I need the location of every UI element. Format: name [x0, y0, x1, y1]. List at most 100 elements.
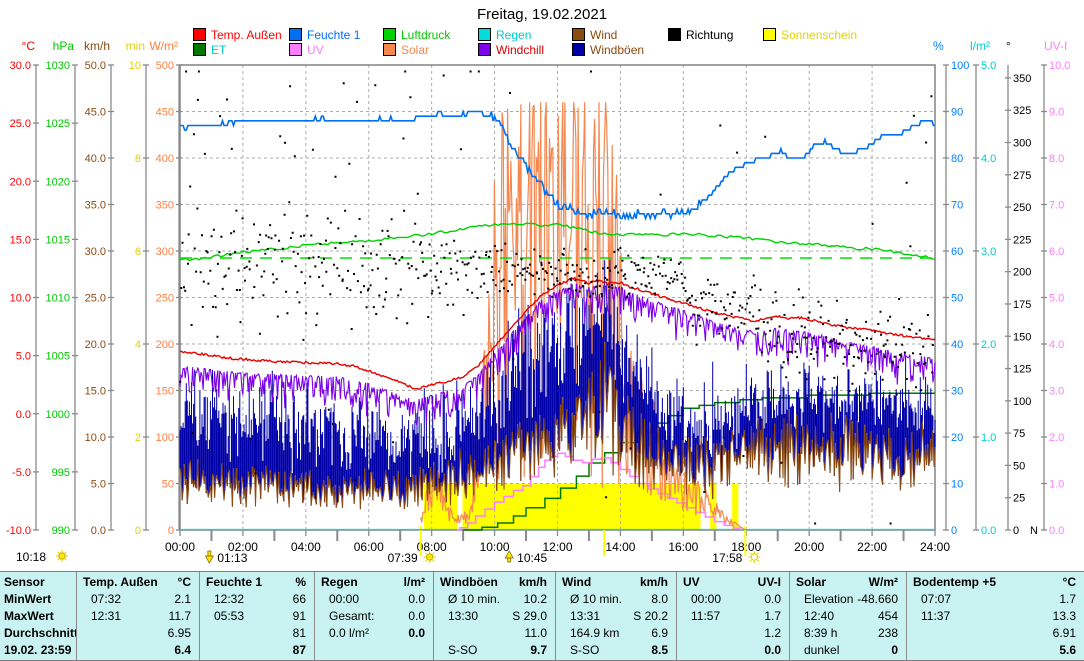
cell-time-label: S-SO — [448, 643, 478, 657]
cell-time-label: 12:31 — [91, 609, 122, 623]
axis-pct-tick-label: 50 — [951, 293, 963, 305]
cell-time-label: 00:00 — [691, 592, 722, 606]
weather-chart: 30.025.020.015.010.05.00.0-5.0-10.0°C103… — [6, 39, 1071, 565]
axis-press-tick-label: 1015 — [46, 234, 70, 246]
axis-temp-tick-label: 5.0 — [16, 351, 31, 363]
axis-kmh-tick-label: 40.0 — [85, 153, 106, 165]
axis-temp-tick-label: 30.0 — [10, 60, 31, 72]
table-cell-row: 5.6 — [907, 642, 1084, 659]
cell-value: 81 — [292, 626, 306, 640]
cell-time-label: 13:30 — [448, 609, 479, 623]
axis-kmh-unit-label: km/h — [84, 39, 110, 53]
axis-wm2-tick-label: 150 — [156, 386, 174, 398]
legend-label: Feuchte 1 — [307, 27, 361, 42]
axis-press-tick-label: 1020 — [46, 176, 70, 188]
cell-value: 8.0 — [651, 592, 668, 606]
table-cell-row: 11:57 1.7 — [677, 608, 789, 625]
cell-value: 0.0 — [408, 626, 425, 640]
axis-min-tick-label: 8 — [135, 153, 141, 165]
axis-wm2-tick-label: 100 — [156, 432, 174, 444]
axis-deg-tick-label: 0 — [1013, 525, 1019, 537]
cell-value: 0 — [891, 643, 898, 657]
axis-pct-tick-label: 0 — [951, 525, 957, 537]
axis-uvi-tick-label: 8.0 — [1049, 153, 1064, 165]
axis-press: 1030 1025 1020 1015 1010 1005 1000 995 990 hPa — [46, 39, 78, 537]
cell-time-label: 8:39 h — [804, 626, 838, 640]
sensor-name: Solar — [796, 575, 827, 589]
axis-wm2-tick-label: 250 — [156, 293, 174, 305]
axis-min: 10 8 6 4 2 0 min — [126, 39, 149, 537]
legend-item-9: Solar — [383, 43, 429, 57]
cell-value: 13.3 — [1052, 609, 1076, 623]
table-cell-row: 07:32 2.1 — [77, 591, 199, 608]
sensor-name: Bodentemp +5 — [913, 575, 997, 589]
table-cell-row: 6.4 — [77, 642, 199, 659]
axis-deg-tick-label: 175 — [1013, 299, 1031, 311]
x-axis-label: 24:00 — [920, 540, 950, 554]
legend-color-swatch — [763, 28, 776, 41]
cell-value: 66 — [292, 592, 306, 606]
cell-value: S 20.2 — [633, 609, 668, 623]
table-row-labels-column: Sensor MinWert MaxWert Durchschnitt 19.02. 2… — [0, 572, 77, 660]
cell-value: 6.4 — [174, 643, 191, 657]
axis-wm2-tick-label: 450 — [156, 107, 174, 119]
table-cell-row: 0.0 — [677, 642, 789, 659]
legend-item-10: Windchill — [478, 42, 545, 57]
cell-value: 91 — [292, 609, 306, 623]
cell-value: 87 — [292, 643, 306, 657]
cell-value: 0.0 — [408, 609, 425, 623]
legend-item-8: UV — [289, 43, 324, 57]
axis-kmh-tick-label: 5.0 — [91, 479, 106, 491]
axis-wm2-tick-label: 50 — [162, 479, 174, 491]
table-cell-row: S-SO 9.7 — [434, 642, 555, 659]
legend-label: Luftdruck — [401, 27, 451, 42]
legend-label: Wind — [590, 27, 618, 42]
cell-time-label: 0.0 l/m² — [329, 626, 370, 640]
cell-value: 8.5 — [651, 643, 668, 657]
table-cell-row: Ø 10 min. 8.0 — [556, 591, 676, 608]
axis-kmh-tick-label: 30.0 — [85, 246, 106, 258]
x-axis-label: 20:00 — [794, 540, 824, 554]
sensor-name: Wind — [562, 575, 592, 589]
legend-label: Windchill — [496, 42, 545, 57]
legend-item-2: Luftdruck — [383, 27, 451, 42]
axis-uvi-tick-label: 7.0 — [1049, 200, 1064, 212]
table-cell-row: 6.95 — [77, 625, 199, 642]
axis-press-tick-label: 1000 — [46, 409, 70, 421]
axis-press-tick-label: 1005 — [46, 351, 70, 363]
legend-color-swatch — [289, 28, 302, 41]
series-sunshine — [423, 483, 739, 530]
series-temp — [179, 276, 936, 390]
table-cell-row: Ø 10 min. 10.2 — [434, 591, 555, 608]
x-axis-label: 06:00 — [354, 540, 384, 554]
legend-label: Windböen — [590, 42, 645, 57]
axis-deg-tick-label: 75 — [1013, 428, 1025, 440]
sensor-unit: UV-I — [757, 575, 781, 589]
sunrise-time: 07:39 — [388, 551, 418, 565]
cell-time-label: 12:32 — [214, 592, 245, 606]
cell-value: 454 — [877, 609, 898, 623]
axis-press-tick-label: 995 — [52, 467, 70, 479]
cell-value: 11.7 — [168, 609, 191, 623]
axis-kmh-tick-label: 50.0 — [85, 60, 106, 72]
cell-time-label: dunkel — [804, 643, 840, 657]
cell-time-label: 12:40 — [804, 609, 835, 623]
axis-temp-tick-label: 20.0 — [10, 176, 31, 188]
table-row-label: MaxWert — [4, 609, 54, 623]
sunshine-total-sun-icon — [56, 550, 68, 562]
axis-uvi-tick-label: 2.0 — [1049, 432, 1064, 444]
series-pressure — [179, 222, 936, 262]
axis-deg-tick-label: 125 — [1013, 364, 1031, 376]
axis-kmh-tick-label: 10.0 — [85, 432, 106, 444]
cell-value: 0.0 — [408, 592, 425, 606]
cell-time-label: Elevation — [804, 592, 854, 606]
axis-temp: 30.0 25.0 20.0 15.0 10.0 5.0 0.0 -5.0 -10.0 °C — [6, 39, 39, 537]
axis-temp-tick-label: 0.0 — [16, 409, 31, 421]
axis-wm2-tick-label: 500 — [156, 60, 174, 72]
legend-color-swatch — [478, 43, 491, 56]
table-cell-row: 00:00 0.0 — [315, 591, 433, 608]
x-axis-label: 08:00 — [417, 540, 447, 554]
cell-time-label: Gesamt: — [329, 609, 375, 623]
axis-lm2: 5.0 4.0 3.0 2.0 1.0 0.0 l/m² — [970, 39, 996, 537]
